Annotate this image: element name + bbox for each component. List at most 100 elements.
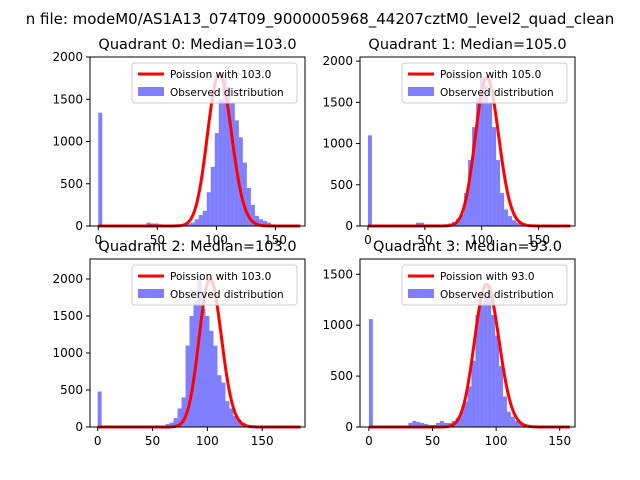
histogram-bar [464, 193, 469, 226]
y-tick-label: 0 [75, 420, 83, 434]
legend-frame [401, 62, 568, 104]
subplot-title: Quadrant 3: Median=93.0 [373, 239, 562, 255]
histogram-bar [190, 222, 195, 226]
histogram-bar [475, 315, 480, 427]
histogram-bar [416, 222, 421, 226]
histogram-bar [491, 315, 496, 427]
observed-histogram [368, 284, 531, 427]
y-tick-label: 0 [75, 219, 83, 233]
histogram-bar [416, 421, 421, 427]
histogram-bar [198, 215, 203, 226]
histogram-bar [424, 423, 429, 427]
histogram-bar [508, 216, 513, 226]
y-tick-label: 2000 [52, 50, 83, 64]
legend-observed-swatch [408, 87, 434, 96]
histogram-bar [471, 360, 476, 427]
histogram-bar [201, 308, 206, 427]
y-tick-label: 2000 [52, 272, 83, 286]
histogram-bar [266, 222, 271, 226]
legend-frame [131, 62, 298, 104]
legend: Poission with 103.0 Observed distribution [131, 62, 298, 104]
histogram-bar [459, 411, 464, 427]
legend: Poission with 105.0 Observed distribution [401, 62, 568, 104]
histogram-bar [368, 319, 373, 427]
legend-observed-swatch [408, 289, 434, 298]
legend-frame [131, 264, 298, 306]
y-tick-label: 1500 [322, 267, 353, 281]
histogram-bar [222, 73, 227, 227]
histogram-bar [487, 284, 492, 427]
x-tick-label: 50 [150, 233, 165, 247]
x-tick-label: 0 [94, 434, 102, 448]
histogram-bar [420, 422, 425, 427]
legend-frame [401, 264, 568, 306]
histogram-bar [98, 112, 103, 226]
x-tick-label: 150 [548, 434, 571, 448]
y-tick-label: 0 [345, 219, 353, 233]
x-tick-label: 150 [527, 233, 550, 247]
y-tick-label: 500 [330, 369, 353, 383]
histogram-bar [173, 418, 178, 427]
histogram-bar [250, 204, 255, 226]
histogram-bar [146, 222, 151, 226]
histogram-bar [221, 382, 226, 427]
axes-frame [359, 258, 576, 428]
legend-observed-label: Observed distribution [440, 87, 554, 99]
histogram-bar [496, 160, 501, 226]
histogram-bar [420, 222, 425, 226]
subplot-title: Quadrant 2: Median=103.0 [98, 239, 296, 255]
histogram-bar [246, 187, 251, 226]
y-tick-label: 500 [60, 383, 83, 397]
histogram-bar [186, 223, 191, 226]
histogram-bar [258, 219, 263, 226]
histogram-bar [516, 222, 521, 226]
y-tick-label: 1500 [52, 92, 83, 106]
histogram-bar [479, 304, 484, 427]
y-tick-label: 1000 [52, 135, 83, 149]
histogram-bar [483, 294, 488, 427]
x-tick-label: 50 [417, 233, 432, 247]
x-tick-label: 150 [251, 434, 274, 448]
histogram-bar [242, 162, 247, 226]
subplot-title: Quadrant 1: Median=105.0 [368, 37, 566, 53]
histogram-bar [488, 102, 493, 226]
subplot-title: Quadrant 0: Median=103.0 [98, 37, 296, 53]
histogram-bar [468, 160, 473, 226]
histogram-bar [504, 209, 509, 226]
x-tick-label: 0 [365, 434, 373, 448]
histogram-bar [197, 278, 202, 427]
legend-observed-label: Observed distribution [170, 87, 284, 99]
legend-poisson-label: Poission with 103.0 [170, 271, 271, 283]
histogram-bar [229, 408, 234, 427]
histogram-bar [181, 397, 186, 427]
legend-observed-label: Observed distribution [170, 289, 284, 301]
legend-poisson-label: Poission with 105.0 [440, 69, 541, 81]
y-tick-label: 1000 [322, 318, 353, 332]
x-tick-label: 100 [485, 434, 508, 448]
x-tick-label: 100 [205, 233, 228, 247]
histogram-bar [435, 422, 440, 427]
histogram-bar [226, 86, 231, 226]
histogram-bar [206, 192, 211, 226]
histogram-bar [169, 422, 174, 427]
histogram-bar [460, 214, 465, 226]
x-tick-label: 100 [196, 434, 219, 448]
histogram-bar [97, 391, 102, 427]
legend-observed-swatch [138, 289, 164, 298]
legend-observed-label: Observed distribution [440, 289, 554, 301]
histogram-bar [412, 420, 417, 427]
legend: Poission with 103.0 Observed distribution [131, 264, 298, 306]
histogram-bar [512, 220, 517, 226]
histogram-bar [238, 137, 243, 226]
histogram-bar [202, 210, 207, 226]
x-tick-label: 150 [264, 233, 287, 247]
histogram-bar [500, 193, 505, 226]
histogram-bar [514, 420, 519, 427]
x-tick-label: 50 [425, 434, 440, 448]
y-tick-label: 1500 [322, 95, 353, 109]
histogram-bar [237, 419, 242, 427]
